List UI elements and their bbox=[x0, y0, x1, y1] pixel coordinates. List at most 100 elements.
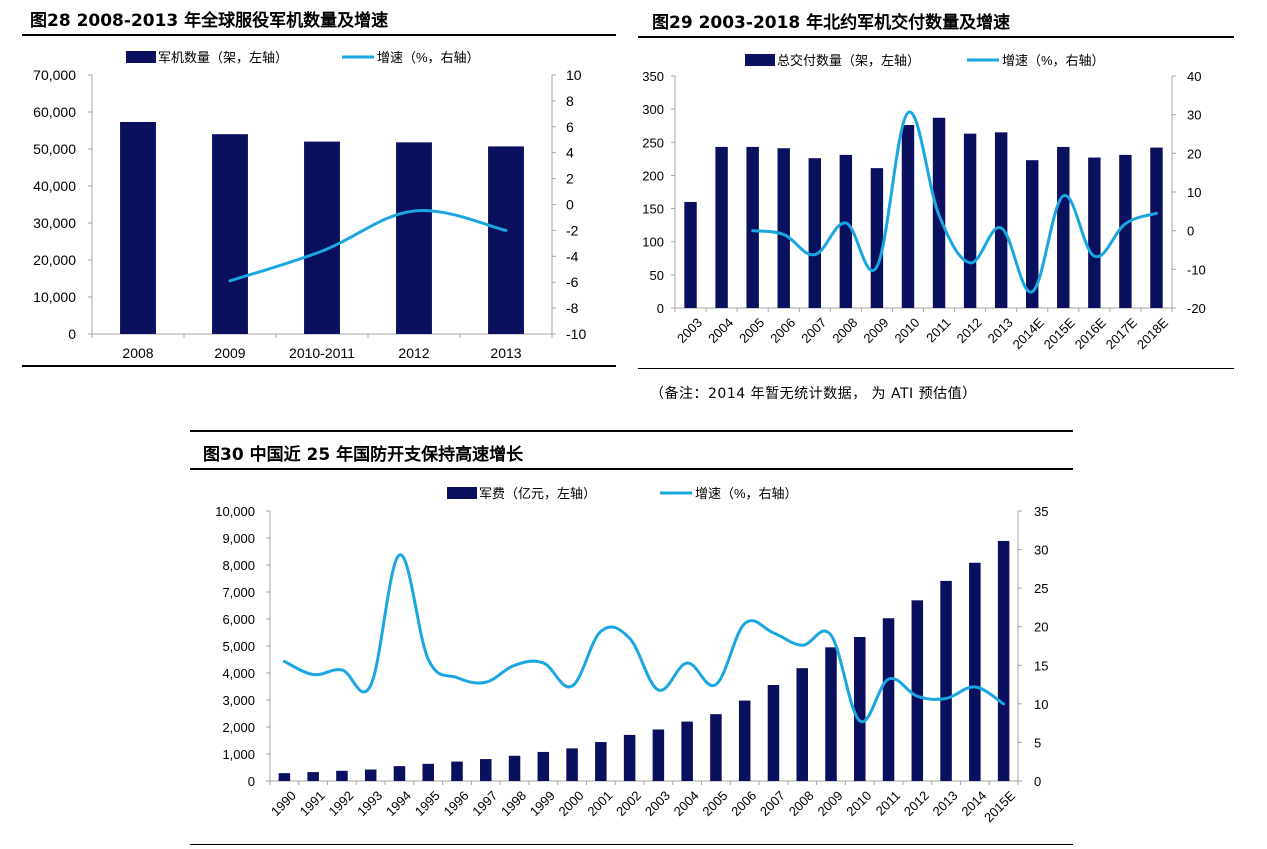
bar bbox=[451, 761, 463, 781]
left-axis-tick-label: 50 bbox=[650, 268, 664, 283]
right-axis-tick-label: 35 bbox=[1034, 504, 1048, 519]
bar bbox=[684, 201, 697, 308]
left-axis-tick-label: 2,000 bbox=[222, 720, 255, 735]
fig30-bottom-rule bbox=[190, 844, 1073, 845]
right-axis-tick-label: 40 bbox=[1187, 69, 1201, 84]
left-axis-tick-label: 5,000 bbox=[222, 639, 255, 654]
bar bbox=[1119, 154, 1132, 308]
left-axis-tick-label: 1,000 bbox=[222, 747, 255, 762]
left-axis-tick-label: 4,000 bbox=[222, 666, 255, 681]
left-axis-tick-label: 350 bbox=[642, 69, 664, 84]
right-axis-tick-label: 0 bbox=[566, 197, 574, 213]
left-axis-tick-label: 0 bbox=[248, 774, 255, 789]
left-axis-tick-label: 7,000 bbox=[222, 585, 255, 600]
legend-bar-label: 军机数量（架，左轴） bbox=[158, 50, 288, 65]
x-axis-category-label: 2008 bbox=[122, 345, 153, 361]
x-axis-category-label: 2009 bbox=[814, 788, 845, 819]
right-axis-tick-label: -10 bbox=[1187, 262, 1206, 277]
fig29-title-rule bbox=[638, 36, 1234, 38]
x-axis-category-label: 1994 bbox=[383, 788, 414, 819]
x-axis-category-label: 1996 bbox=[440, 788, 471, 819]
bar bbox=[304, 141, 340, 334]
left-axis-tick-label: 0 bbox=[657, 301, 664, 316]
fig29-title: 图29 2003-2018 年北约军机交付数量及增速 bbox=[652, 13, 1011, 33]
bar bbox=[997, 540, 1010, 781]
right-axis-tick-label: 25 bbox=[1034, 581, 1048, 596]
legend-bar-swatch bbox=[447, 487, 477, 499]
bar bbox=[336, 770, 348, 781]
left-axis-tick-label: 300 bbox=[642, 102, 664, 117]
left-axis-tick-label: 10,000 bbox=[33, 289, 76, 305]
right-axis-tick-label: 5 bbox=[1034, 735, 1041, 750]
left-axis-tick-label: 60,000 bbox=[33, 104, 76, 120]
x-axis-category-label: 2003 bbox=[642, 788, 673, 819]
bar bbox=[422, 763, 434, 781]
bar bbox=[746, 146, 759, 308]
fig29-bottom-rule bbox=[638, 368, 1234, 369]
x-axis-category-label: 2013 bbox=[490, 345, 521, 361]
left-axis-tick-label: 250 bbox=[642, 135, 664, 150]
bar bbox=[710, 714, 722, 781]
left-axis-tick-label: 9,000 bbox=[222, 531, 255, 546]
fig28-title: 图28 2008-2013 年全球服役军机数量及增速 bbox=[30, 11, 389, 31]
bar bbox=[994, 132, 1008, 308]
bar bbox=[767, 685, 780, 781]
bar bbox=[839, 154, 853, 308]
bar bbox=[911, 600, 924, 781]
fig28-bottom-rule bbox=[22, 365, 616, 367]
x-axis-category-label: 2006 bbox=[728, 788, 759, 819]
left-axis-tick-label: 8,000 bbox=[222, 558, 255, 573]
right-axis-tick-label: 20 bbox=[1034, 620, 1048, 635]
x-axis-category-label: 2015E bbox=[981, 788, 1018, 825]
bar bbox=[1057, 146, 1070, 308]
left-axis-tick-label: 100 bbox=[642, 235, 664, 250]
right-axis-tick-label: 10 bbox=[1034, 697, 1048, 712]
legend-bar-label: 总交付数量（架，左轴） bbox=[777, 53, 920, 68]
left-axis-tick-label: 200 bbox=[642, 168, 664, 183]
right-axis-tick-label: 6 bbox=[566, 119, 574, 135]
x-axis-category-label: 2010 bbox=[843, 788, 874, 819]
bar bbox=[488, 146, 524, 334]
right-axis-tick-label: 0 bbox=[1187, 224, 1194, 239]
right-axis-tick-label: -4 bbox=[566, 248, 579, 264]
fig30-top-rule bbox=[190, 430, 1073, 432]
x-axis-category-label: 2012 bbox=[398, 345, 429, 361]
bar bbox=[364, 769, 377, 781]
bar bbox=[796, 668, 808, 781]
legend-line-label: 增速（%，右轴） bbox=[1002, 53, 1105, 68]
right-axis-tick-label: 0 bbox=[1034, 774, 1041, 789]
x-axis-category-label: 1999 bbox=[527, 788, 558, 819]
bar bbox=[1150, 147, 1163, 308]
x-axis-category-label: 1997 bbox=[469, 788, 500, 819]
x-axis-category-label: 2008 bbox=[786, 788, 817, 819]
x-axis-category-label: 1993 bbox=[354, 788, 385, 819]
left-axis-tick-label: 10,000 bbox=[215, 504, 255, 519]
bar bbox=[1026, 160, 1039, 308]
x-axis-category-label: 1998 bbox=[498, 788, 529, 819]
x-axis-category-label: 2000 bbox=[556, 788, 587, 819]
right-axis-tick-label: 2 bbox=[566, 171, 574, 187]
x-axis-category-label: 2005 bbox=[699, 788, 730, 819]
x-axis-category-label: 1995 bbox=[412, 788, 443, 819]
right-axis-tick-label: -2 bbox=[566, 222, 579, 238]
x-axis-category-label: 2004 bbox=[671, 788, 702, 819]
bar bbox=[825, 647, 837, 781]
legend-bar-label: 军费（亿元，左轴） bbox=[479, 486, 596, 501]
right-axis-tick-label: 15 bbox=[1034, 658, 1048, 673]
bar bbox=[623, 734, 636, 781]
fig29-note: （备注：2014 年暂无统计数据， 为 ATI 预估值） bbox=[650, 386, 977, 402]
right-axis-tick-label: 10 bbox=[1187, 185, 1201, 200]
right-axis-tick-label: 20 bbox=[1187, 146, 1201, 161]
bar bbox=[652, 729, 665, 781]
bar bbox=[808, 158, 821, 308]
fig28-title-rule bbox=[22, 34, 616, 36]
bar bbox=[681, 721, 693, 781]
left-axis-tick-label: 150 bbox=[642, 202, 664, 217]
growth-line bbox=[751, 110, 1158, 294]
bar bbox=[738, 700, 751, 781]
bar bbox=[393, 766, 406, 781]
left-axis-tick-label: 3,000 bbox=[222, 693, 255, 708]
